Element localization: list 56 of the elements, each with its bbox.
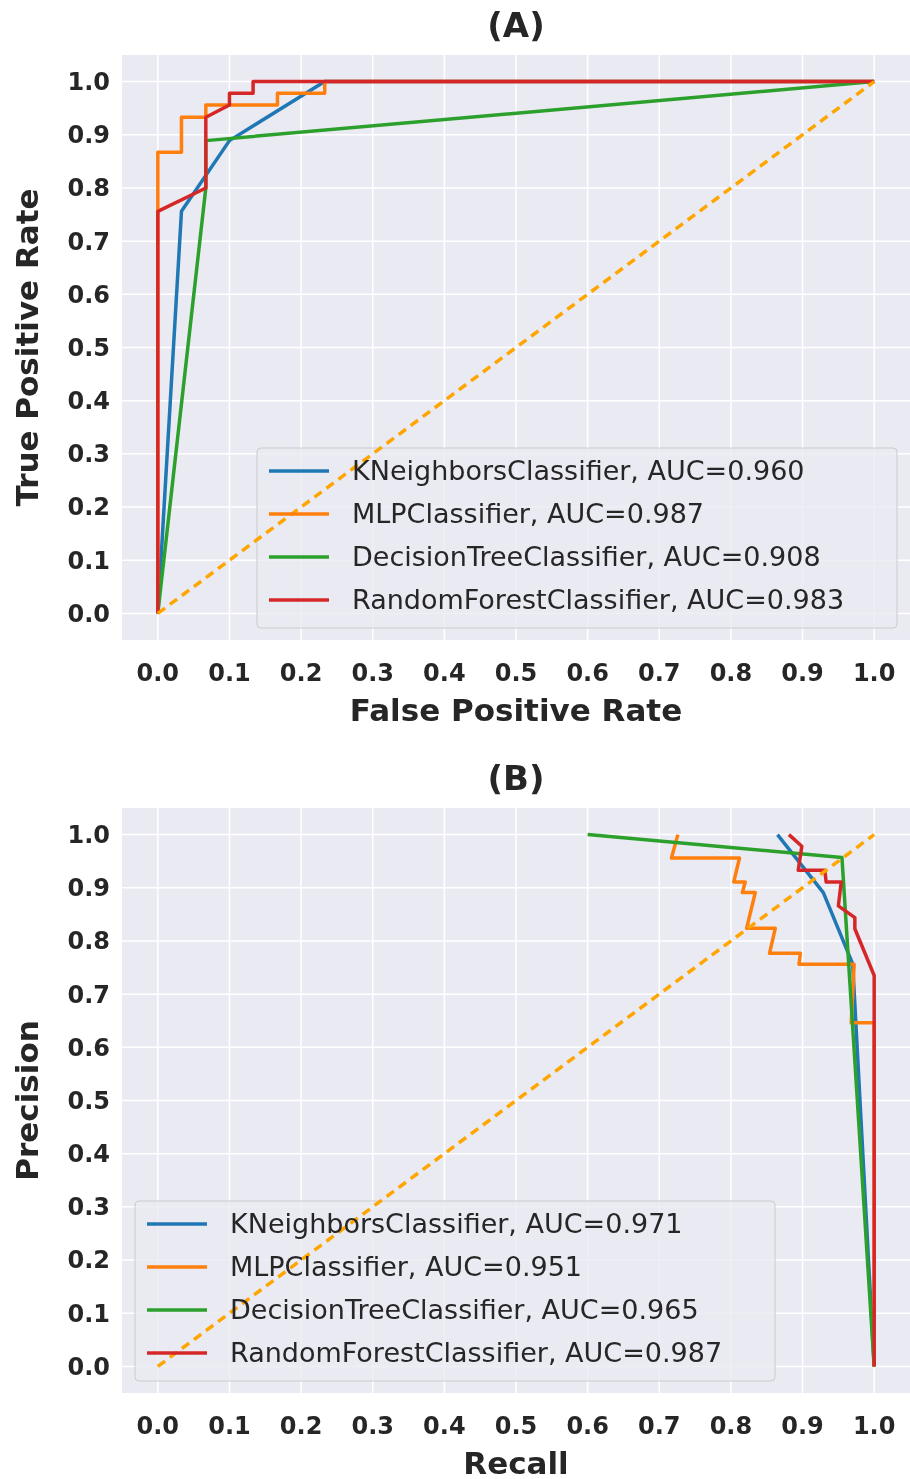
x-tick-label: 0.7 [638,659,681,687]
x-tick-label: 0.3 [351,659,394,687]
x-tick-label: 0.9 [781,1412,824,1440]
y-tick-label: 0.8 [67,174,110,203]
x-axis-title: False Positive Rate [349,692,683,728]
x-tick-label: 0.6 [566,659,609,687]
x-tick-label: 0.3 [351,1412,394,1440]
y-tick-label: 0.8 [67,927,110,956]
x-tick-label: 0.4 [423,659,466,687]
chart-title: (B) [487,758,545,798]
y-tick-label: 0.4 [67,1140,110,1169]
y-tick-label: 0.5 [67,333,110,362]
y-tick-label: 0.2 [67,1246,110,1275]
y-tick-label: 0.0 [67,1352,110,1381]
x-axis-title: Recall [463,1445,569,1479]
y-tick-label: 0.3 [67,440,110,469]
y-tick-label: 0.7 [67,227,110,256]
y-tick-label: 0.9 [67,121,110,150]
y-tick-label: 0.6 [67,280,110,309]
x-tick-label: 0.8 [709,1412,753,1440]
y-tick-label: 0.1 [67,546,110,575]
x-tick-label: 0.8 [709,659,753,687]
y-tick-label: 0.4 [67,387,110,416]
x-tick-label: 0.2 [279,659,323,687]
legend-label: RandomForestClassifier, AUC=0.987 [230,1337,723,1369]
x-tick-label: 0.0 [136,1412,180,1440]
legend-label: KNeighborsClassifier, AUC=0.960 [352,455,805,487]
y-tick-label: 1.0 [67,820,110,849]
legend-label: DecisionTreeClassifier, AUC=0.965 [230,1294,699,1326]
x-tick-label: 0.6 [566,1412,609,1440]
y-axis-title: True Positive Rate [9,188,45,507]
y-tick-label: 0.5 [67,1086,110,1115]
x-tick-label: 1.0 [852,659,896,687]
x-tick-label: 0.7 [638,1412,681,1440]
x-tick-label: 0.1 [208,1412,251,1440]
y-axis-title: Precision [9,1020,45,1181]
x-tick-label: 0.4 [423,1412,466,1440]
y-tick-label: 0.6 [67,1033,110,1062]
x-tick-label: 0.0 [136,659,180,687]
y-tick-label: 0.7 [67,980,110,1009]
y-tick-label: 0.3 [67,1193,110,1222]
legend-label: MLPClassifier, AUC=0.987 [352,498,705,530]
x-tick-label: 1.0 [852,1412,896,1440]
y-tick-label: 0.0 [67,599,110,628]
x-tick-label: 0.5 [494,659,538,687]
x-tick-label: 0.2 [279,1412,323,1440]
y-tick-label: 0.9 [67,874,110,903]
legend-label: DecisionTreeClassifier, AUC=0.908 [352,541,821,573]
y-tick-label: 1.0 [67,67,110,96]
x-tick-label: 0.9 [781,659,824,687]
chart-title: (A) [487,5,545,45]
legend-label: RandomForestClassifier, AUC=0.983 [352,584,845,616]
y-tick-label: 0.2 [67,493,110,522]
y-tick-label: 0.1 [67,1299,110,1328]
x-tick-label: 0.1 [208,659,251,687]
x-tick-label: 0.5 [494,1412,538,1440]
